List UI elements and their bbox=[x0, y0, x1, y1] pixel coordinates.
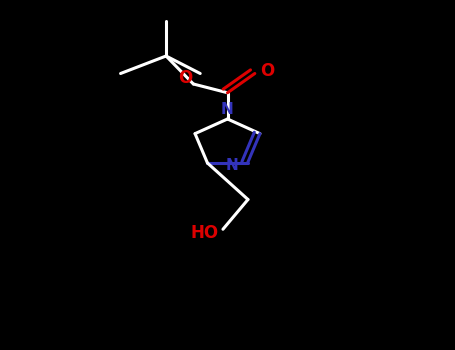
Text: O: O bbox=[260, 62, 275, 80]
Text: N: N bbox=[225, 158, 238, 173]
Text: HO: HO bbox=[191, 224, 219, 243]
Text: O: O bbox=[178, 69, 192, 87]
Text: N: N bbox=[221, 102, 234, 117]
